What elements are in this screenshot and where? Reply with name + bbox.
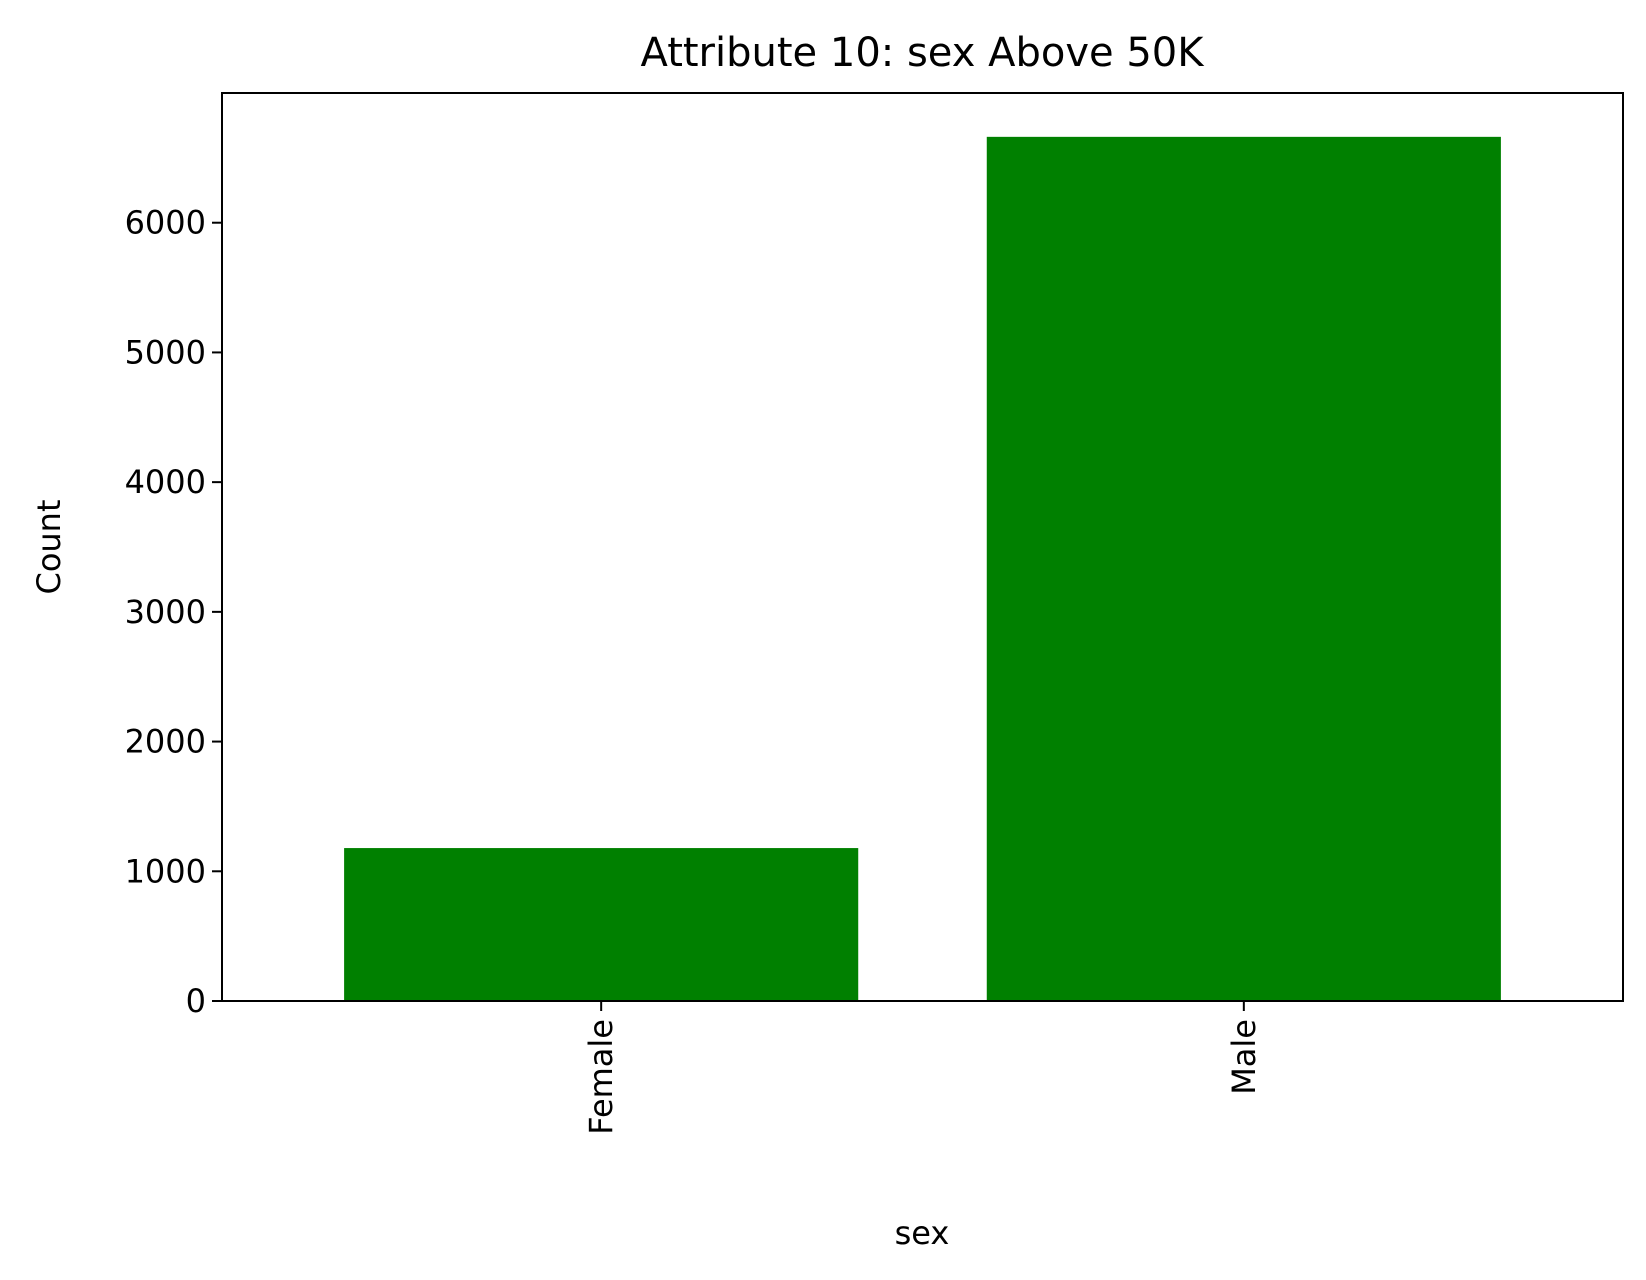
y-tick-label: 5000 — [125, 333, 206, 371]
x-tick-label: Female — [582, 1019, 620, 1135]
x-axis-label: sex — [895, 1214, 950, 1252]
axes-frame — [221, 92, 1624, 1002]
plot-area: 0 1000 2000 3000 4000 5000 6000 Female Male — [125, 92, 1624, 1135]
y-tick-label: 2000 — [125, 723, 206, 761]
y-tick-label: 0 — [186, 982, 206, 1020]
bar-male — [986, 136, 1501, 1001]
y-axis-ticks: 0 1000 2000 3000 4000 5000 6000 — [125, 204, 222, 1020]
y-axis-label: Count — [30, 499, 68, 594]
y-tick-label: 1000 — [125, 852, 206, 890]
chart-title: Attribute 10: sex Above 50K — [641, 30, 1206, 76]
bar-female — [344, 848, 859, 1001]
bars — [344, 136, 1501, 1001]
x-axis-ticks: Female Male — [582, 1001, 1263, 1135]
y-tick-label: 4000 — [125, 463, 206, 501]
y-tick-label: 6000 — [125, 204, 206, 242]
y-tick-label: 3000 — [125, 593, 206, 631]
x-tick-label: Male — [1225, 1019, 1263, 1095]
